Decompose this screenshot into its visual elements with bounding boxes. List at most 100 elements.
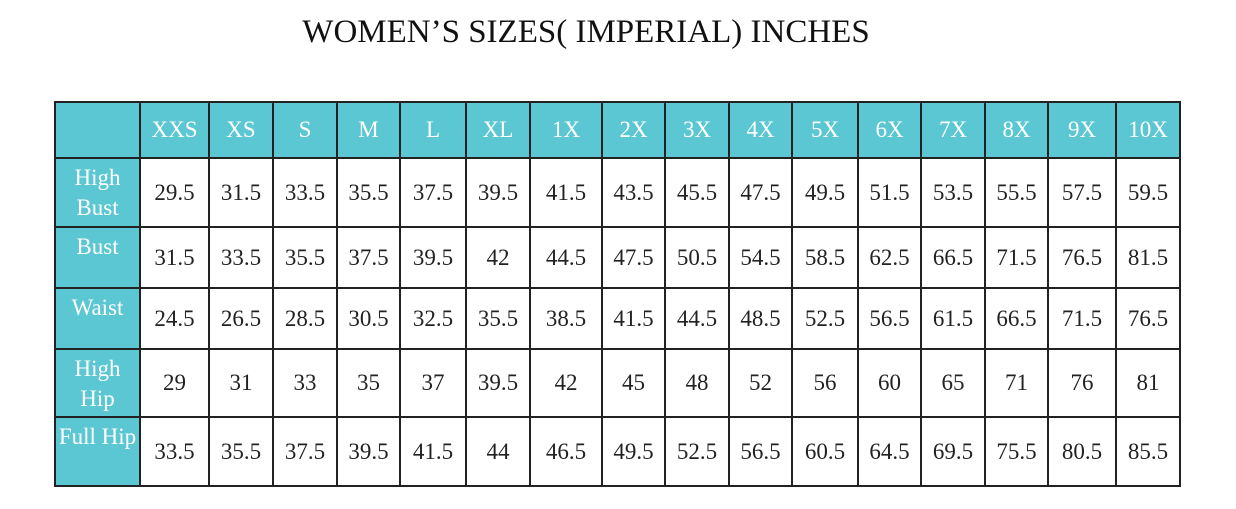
cell: 51.5 [857, 157, 922, 228]
cell: 35.5 [208, 416, 274, 487]
cell: 39.5 [399, 226, 467, 289]
cell: 56.5 [728, 416, 793, 487]
cell: 57.5 [1047, 157, 1117, 228]
cell: 26.5 [208, 287, 274, 350]
row-label: Bust [54, 226, 141, 289]
cell: 45.5 [664, 157, 730, 228]
cell: 47.5 [728, 157, 793, 228]
cell: 31.5 [208, 157, 274, 228]
cell: 60 [857, 348, 922, 418]
cell: 38.5 [529, 287, 603, 350]
cell: 71 [984, 348, 1049, 418]
cell: 33 [272, 348, 338, 418]
cell: 52.5 [664, 416, 730, 487]
cell: 41.5 [601, 287, 666, 350]
cell: 60.5 [791, 416, 859, 487]
cell: 35 [336, 348, 401, 418]
row-label: Waist [54, 287, 141, 350]
cell: 28.5 [272, 287, 338, 350]
row-label: Full Hip [54, 416, 141, 487]
cell: 44.5 [664, 287, 730, 350]
cell: 35.5 [272, 226, 338, 289]
cell: 42 [465, 226, 531, 289]
cell: 49.5 [791, 157, 859, 228]
cell: 55.5 [984, 157, 1049, 228]
cell: 42 [529, 348, 603, 418]
cell: 35.5 [336, 157, 401, 228]
cell: 69.5 [920, 416, 986, 487]
cell: 61.5 [920, 287, 986, 350]
cell: 37.5 [336, 226, 401, 289]
column-header: 5X [791, 101, 859, 159]
cell: 24.5 [139, 287, 210, 350]
cell: 31 [208, 348, 274, 418]
cell: 31.5 [139, 226, 210, 289]
cell: 44 [465, 416, 531, 487]
column-header: XXS [139, 101, 210, 159]
column-header: 6X [857, 101, 922, 159]
cell: 41.5 [529, 157, 603, 228]
cell: 29.5 [139, 157, 210, 228]
cell: 59.5 [1115, 157, 1181, 228]
column-header: 10X [1115, 101, 1181, 159]
cell: 76.5 [1047, 226, 1117, 289]
column-header: XL [465, 101, 531, 159]
data-row: Bust 31.5 33.5 35.5 37.5 39.5 42 44.5 47.5 50.5 54… [54, 226, 1181, 289]
data-row: High Bust 29.5 31.5 33.5 35.5 37.5 39.5 41.5 43.… [54, 157, 1181, 228]
cell: 52 [728, 348, 793, 418]
cell: 81.5 [1115, 226, 1181, 289]
cell: 56 [791, 348, 859, 418]
row-label: High Hip [54, 348, 141, 418]
cell: 41.5 [399, 416, 467, 487]
cell: 85.5 [1115, 416, 1181, 487]
cell: 66.5 [984, 287, 1049, 350]
cell: 43.5 [601, 157, 666, 228]
column-header: 7X [920, 101, 986, 159]
cell: 37.5 [399, 157, 467, 228]
cell: 71.5 [984, 226, 1049, 289]
row-label: High Bust [54, 157, 141, 228]
cell: 46.5 [529, 416, 603, 487]
cell: 39.5 [465, 157, 531, 228]
header-row: XXS XS S M L XL 1X 2X 3X 4X 5X 6X 7X 8X 9X 10X [54, 101, 1181, 159]
cell: 37 [399, 348, 467, 418]
cell: 33.5 [272, 157, 338, 228]
cell: 45 [601, 348, 666, 418]
cell: 62.5 [857, 226, 922, 289]
column-header: 3X [664, 101, 730, 159]
size-table: XXS XS S M L XL 1X 2X 3X 4X 5X 6X 7X 8X 9X 10X High Bus… [54, 101, 1181, 487]
cell: 56.5 [857, 287, 922, 350]
column-header: 2X [601, 101, 666, 159]
cell: 76.5 [1115, 287, 1181, 350]
column-header: L [399, 101, 467, 159]
cell: 54.5 [728, 226, 793, 289]
cell: 30.5 [336, 287, 401, 350]
column-header: M [336, 101, 401, 159]
data-row: Waist 24.5 26.5 28.5 30.5 32.5 35.5 38.5 41.5 44.… [54, 287, 1181, 350]
data-row: Full Hip 33.5 35.5 37.5 39.5 41.5 44 46.5 49.5 52… [54, 416, 1181, 487]
column-header: 4X [728, 101, 793, 159]
column-header: S [272, 101, 338, 159]
cell: 52.5 [791, 287, 859, 350]
cell: 48 [664, 348, 730, 418]
cell: 44.5 [529, 226, 603, 289]
cell: 37.5 [272, 416, 338, 487]
cell: 33.5 [139, 416, 210, 487]
column-header: XS [208, 101, 274, 159]
cell: 39.5 [465, 348, 531, 418]
column-header: 8X [984, 101, 1049, 159]
corner-cell [54, 101, 141, 159]
cell: 71.5 [1047, 287, 1117, 350]
cell: 39.5 [336, 416, 401, 487]
cell: 65 [920, 348, 986, 418]
cell: 81 [1115, 348, 1181, 418]
cell: 64.5 [857, 416, 922, 487]
cell: 47.5 [601, 226, 666, 289]
cell: 50.5 [664, 226, 730, 289]
data-row: High Hip 29 31 33 35 37 39.5 42 45 48 52 56 60 65 71 76… [54, 348, 1181, 418]
title: WOMEN’S SIZES( IMPERIAL) INCHES [302, 14, 870, 50]
cell: 75.5 [984, 416, 1049, 487]
cell: 33.5 [208, 226, 274, 289]
cell: 58.5 [791, 226, 859, 289]
